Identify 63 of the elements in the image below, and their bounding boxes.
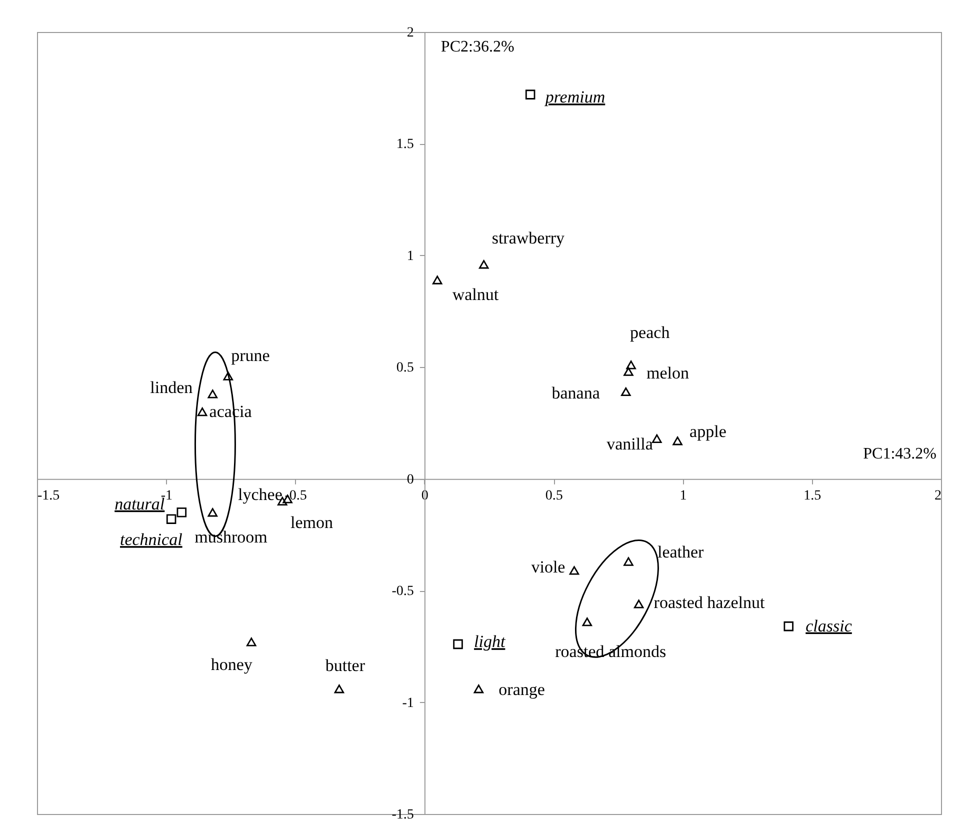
point — [474, 684, 484, 694]
annotation: classic — [806, 616, 852, 636]
point — [197, 408, 208, 416]
point — [208, 508, 218, 517]
annotation: walnut — [452, 285, 499, 304]
annotation: light — [474, 632, 506, 652]
annotation: banana — [552, 384, 600, 403]
x-tick-label: 0.5 — [545, 488, 563, 504]
point — [166, 514, 176, 524]
y-tick-label: -1 — [402, 696, 414, 711]
point — [208, 390, 218, 398]
point — [652, 434, 662, 443]
annotation: technical — [120, 530, 183, 550]
annotation: viole — [531, 557, 566, 576]
annotation: butter — [325, 656, 366, 675]
point — [624, 367, 634, 376]
annotation: peach — [630, 322, 670, 342]
annotation: vanilla — [606, 434, 654, 454]
point — [525, 90, 536, 100]
point — [334, 684, 344, 694]
y-tick-label: 0 — [406, 472, 414, 488]
x-tick-label: 2 — [934, 488, 942, 504]
point — [672, 436, 682, 446]
x-tick-label: 1.5 — [804, 488, 822, 504]
annotation: honey — [210, 654, 253, 674]
x-tick-label: -0.5 — [284, 488, 307, 504]
y-tick-label: 1.5 — [396, 137, 414, 152]
annotation: melon — [646, 364, 690, 383]
point — [624, 557, 634, 566]
x-axis-title: PC1:43.2% — [863, 445, 936, 462]
annotation: roasted hazelnut — [654, 592, 766, 612]
point — [223, 372, 234, 380]
x-tick-label: 1 — [680, 488, 687, 504]
annotation: leather — [657, 542, 704, 562]
point — [176, 507, 187, 518]
point — [634, 600, 644, 608]
y-tick-label: 2 — [406, 26, 414, 40]
annotation: linden — [150, 378, 194, 397]
y-axis-title: PC2:36.2% — [440, 38, 514, 56]
y-tick-label: -0.5 — [392, 584, 414, 600]
annotation: natural — [114, 494, 165, 514]
y-tick-label: 0.5 — [396, 360, 414, 376]
point — [246, 638, 256, 646]
point — [582, 618, 592, 626]
annotation: lemon — [290, 512, 334, 532]
point — [569, 566, 580, 575]
point — [432, 276, 442, 284]
x-tick-label: 0 — [421, 488, 428, 504]
annotation: lychee — [238, 485, 282, 504]
y-tick-label: -1.5 — [392, 808, 414, 822]
annotation: strawberry — [492, 228, 566, 248]
point — [784, 621, 794, 632]
annotation: orange — [498, 680, 545, 699]
point — [626, 360, 636, 370]
x-tick-label: -1.5 — [38, 488, 60, 504]
y-tick-label: 1 — [406, 248, 414, 264]
annotation: mushroom — [194, 527, 268, 546]
annotation: apple — [690, 422, 726, 441]
annotation: prune — [231, 346, 270, 366]
point — [453, 639, 463, 650]
point — [478, 260, 489, 269]
point — [621, 387, 631, 396]
annotation: premium — [544, 88, 606, 107]
